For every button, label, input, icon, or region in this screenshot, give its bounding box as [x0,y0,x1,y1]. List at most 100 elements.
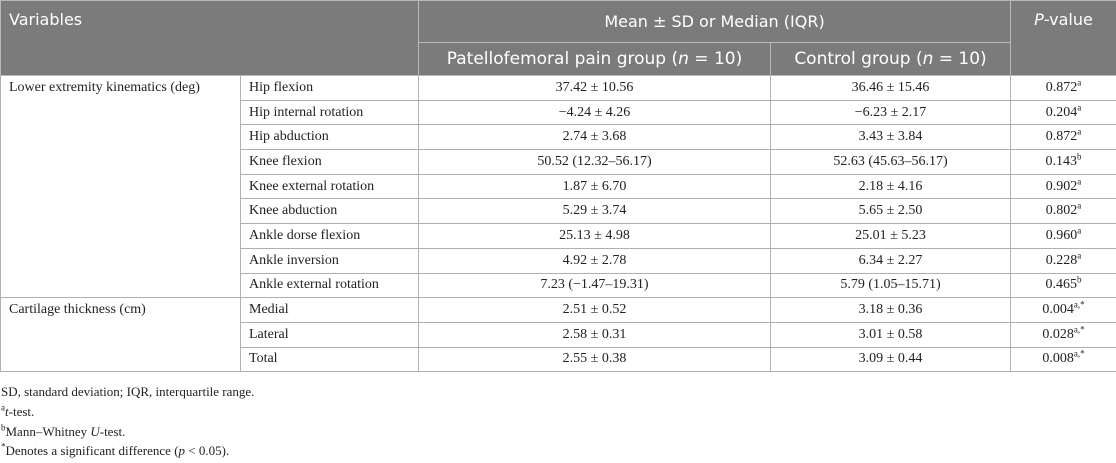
variable-cell: Ankle dorse flexion [240,223,419,249]
variable-cell: Knee abduction [240,198,419,225]
text: -value [1043,10,1093,29]
pfp-cell: 25.13 ± 4.98 [418,223,771,249]
p-value: 0.008 [1042,351,1074,367]
p-note: b [1077,151,1082,162]
p-note: a,* [1073,324,1085,335]
italic-text: t [5,403,9,419]
table-row: Hip internal rotation −4.24 ± 4.26 −6.23 ±… [1,99,1116,126]
table-row: Total 2.55 ± 0.38 3.09 ± 0.44 0.008a,* [1,346,1116,373]
p-note: a,* [1073,299,1085,310]
p-value-cell: 0.008a,* [1010,346,1116,373]
italic-text: n [678,49,689,69]
variable-cell: Hip flexion [240,75,419,101]
variable-cell: Knee external rotation [240,173,419,200]
p-value-cell: 0.028a,* [1010,321,1116,348]
control-cell: 5.65 ± 2.50 [769,198,1012,225]
text: Mann–Whitney [5,423,91,439]
superscript: b [1,422,6,433]
superscript: a [1,402,5,413]
text: Control group ( [794,49,923,69]
text: Denotes a significant difference ( [5,443,179,459]
table-row: Knee flexion 50.52 (12.32–56.17) 52.63 (45… [1,149,1116,175]
variable-cell: Hip internal rotation [240,99,419,126]
control-cell: 25.01 ± 5.23 [769,223,1012,249]
pfp-cell: 2.58 ± 0.31 [418,321,771,348]
p-note: a [1077,200,1082,211]
control-cell: 36.46 ± 15.46 [769,75,1012,101]
p-value-cell: 0.960a [1010,223,1116,249]
control-cell: 5.79 (1.05–15.71) [769,272,1012,299]
pfp-cell: 5.29 ± 3.74 [418,198,771,225]
header-cell: Variables [0,0,419,76]
p-value: 0.465 [1045,277,1078,293]
table-row: Knee external rotation 1.87 ± 6.70 2.18 ± … [1,173,1116,200]
p-note: a [1077,126,1082,137]
p-value-cell: 0.802a [1010,198,1116,225]
italic-text: p [178,443,186,459]
text: Patellofemoral pain group ( [446,49,679,69]
group-label: Lower extremity kinematics (deg) [0,74,241,299]
table-body: Lower extremity kinematics (deg) Hip flex… [0,74,1116,373]
p-value: 0.902 [1045,178,1078,194]
table-row: Hip abduction 2.74 ± 3.68 3.43 ± 3.84 0.872… [1,124,1116,151]
pfp-cell: 1.87 ± 6.70 [418,173,771,200]
variable-cell: Total [240,346,419,373]
p-value-cell: 0.872a [1010,75,1116,101]
p-note: a,* [1073,348,1085,359]
pfp-cell: 2.51 ± 0.52 [418,297,771,323]
footnote: bMann–Whitney U-test. [1,422,1116,444]
variable-cell: Knee flexion [240,149,419,175]
pfp-cell: 50.52 (12.32–56.17) [418,149,771,175]
control-cell: 2.18 ± 4.16 [769,173,1012,200]
p-value: 0.872 [1045,129,1078,145]
pfp-cell: −4.24 ± 4.26 [418,99,771,126]
p-value-cell: 0.228a [1010,247,1116,274]
table-row: Ankle dorse flexion 25.13 ± 4.98 25.01 ± 5… [1,223,1116,249]
header-cell: Control group (n = 10) [769,42,1012,76]
group-label: Cartilage thickness (cm) [0,297,241,373]
p-note: a [1077,250,1082,260]
variable-cell: Ankle external rotation [240,272,419,299]
control-cell: 3.01 ± 0.58 [769,321,1012,348]
pfp-cell: 37.42 ± 10.56 [418,75,771,101]
p-value-cell: 0.204a [1010,99,1116,126]
p-value: 0.004 [1042,302,1074,318]
p-value-cell: 0.465b [1010,272,1116,299]
control-cell: 3.43 ± 3.84 [769,124,1012,151]
p-value-cell: 0.902a [1010,173,1116,200]
table-row: Ankle external rotation 7.23 (−1.47–19.31… [1,272,1116,299]
pfp-cell: 2.55 ± 0.38 [418,346,771,373]
p-value: 0.872 [1045,79,1078,95]
variable-cell: Medial [240,297,419,323]
table-row: Lower extremity kinematics (deg) Hip flex… [0,74,1116,299]
text: -test. [8,403,35,419]
header-cell: P-value [1010,0,1116,76]
control-cell: 3.18 ± 0.36 [769,297,1012,323]
footnote: SD, standard deviation; IQR, interquarti… [1,384,1116,404]
italic-text: P [1034,10,1044,29]
text: = 10) [933,49,987,69]
footnotes: SD, standard deviation; IQR, interquarti… [0,384,1116,463]
control-cell: 6.34 ± 2.27 [769,247,1012,274]
p-value-cell: 0.872a [1010,124,1116,151]
p-note: a [1077,101,1082,112]
control-cell: 3.09 ± 0.44 [769,346,1012,373]
p-value: 0.028 [1042,326,1074,342]
p-value-cell: 0.004a,* [1010,297,1116,323]
p-value: 0.960 [1045,227,1078,243]
header-cell: Patellofemoral pain group (n = 10) [418,42,771,76]
pfp-cell: 7.23 (−1.47–19.31) [418,272,771,299]
pfp-cell: 2.74 ± 3.68 [418,124,771,151]
variable-cell: Ankle inversion [240,247,419,274]
text: SD, standard deviation; IQR, interquarti… [1,384,255,400]
superscript: * [1,441,6,452]
variable-cell: Lateral [240,321,419,348]
text: = 10) [688,49,743,69]
p-value: 0.802 [1045,203,1078,219]
p-note: a [1077,175,1082,186]
variable-cell: Hip abduction [240,124,419,151]
footnote: at-test. [1,402,1116,424]
text: Variables [9,10,83,29]
text: -test. [99,423,126,439]
